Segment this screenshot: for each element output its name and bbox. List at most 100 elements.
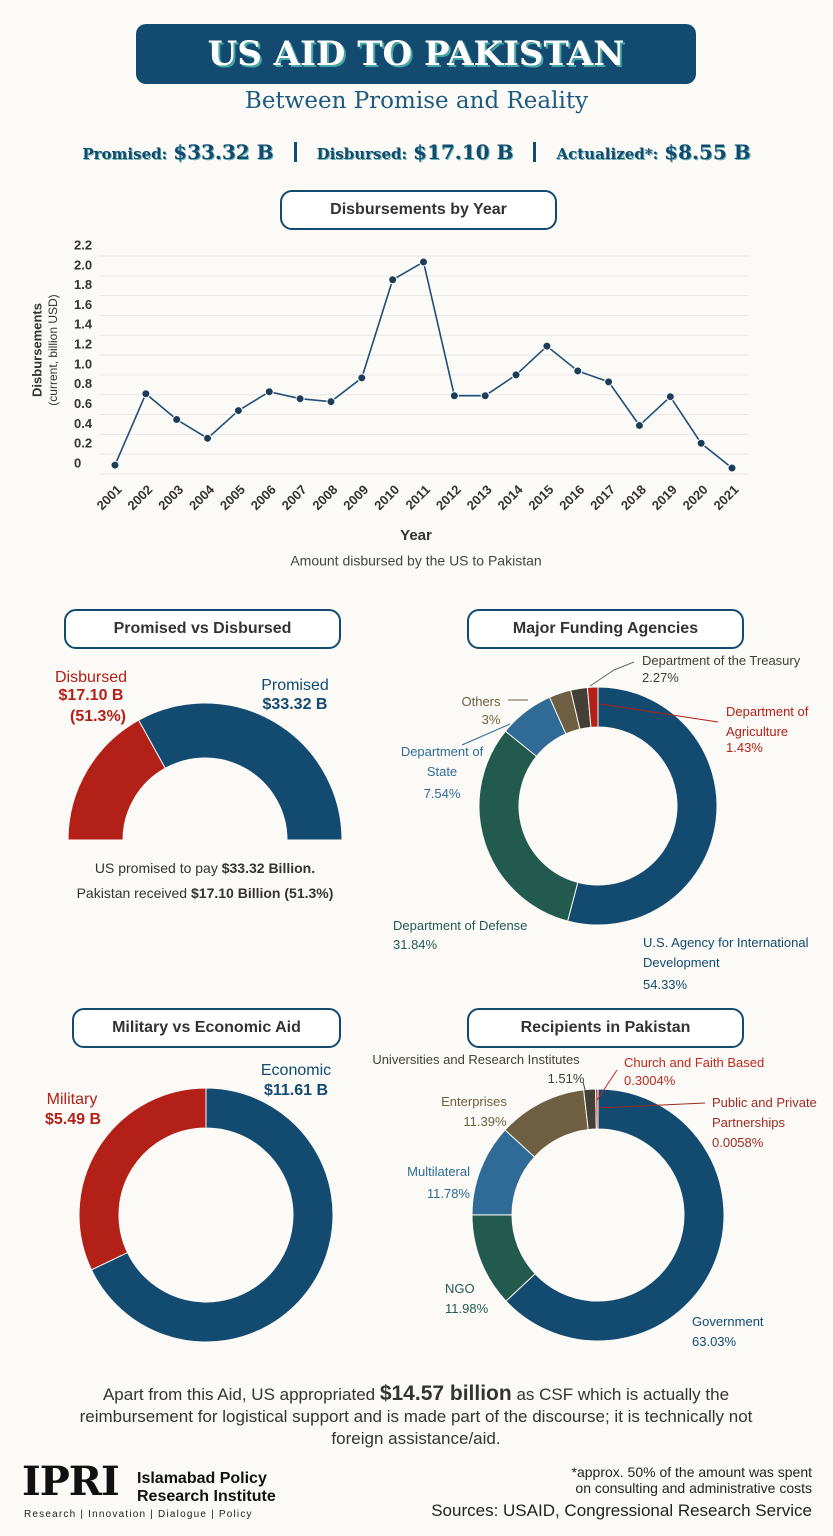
x-tick-label: 2015 [525, 482, 556, 513]
stat-value: $17.10 B [413, 140, 514, 164]
separator [293, 142, 297, 162]
x-tick-label: 2007 [279, 482, 310, 513]
leader-line [589, 661, 635, 687]
y-tick-label: 0.8 [74, 376, 92, 391]
x-tick-label: 2012 [433, 482, 464, 513]
caption-bold: $17.10 Billion (51.3%) [191, 885, 334, 901]
data-label: Others [461, 694, 501, 709]
section-title: Disbursements by Year [280, 190, 557, 230]
point [665, 392, 675, 402]
point [172, 415, 182, 424]
leader-line [596, 1069, 618, 1101]
subtitle: Between Promise and Reality [244, 88, 589, 114]
data-label: Department of the Treasury [642, 653, 801, 668]
slice [505, 1088, 725, 1342]
chart-caption: Amount disbursed by the US to Pakistan [290, 553, 541, 569]
data-label: NGO [445, 1281, 475, 1296]
data-label: Promised [261, 677, 329, 694]
data-label: Military [46, 1091, 98, 1108]
point [388, 275, 398, 285]
leader-line [599, 703, 719, 723]
note-text: as CSF which is actually the reimburseme… [79, 1385, 753, 1448]
data-label: 3% [481, 712, 501, 727]
x-tick-label: 2011 [403, 482, 434, 513]
caption-text: US promised to pay [94, 860, 222, 876]
slice [478, 730, 579, 922]
slice [138, 702, 343, 841]
data-label: $17.10 B [58, 687, 124, 704]
point [696, 438, 706, 448]
point [727, 463, 737, 473]
data-label: U.S. Agency for International Developmen… [643, 935, 809, 970]
data-label: Economic [260, 1062, 332, 1079]
separator [533, 142, 537, 162]
leader-line [461, 723, 511, 746]
x-tick-label: 2019 [649, 482, 680, 513]
y-tick-label: 0.2 [74, 436, 92, 451]
data-label: Disbursed [54, 669, 128, 686]
data-label: Department of Agriculture [726, 704, 809, 739]
y-tick-label: 1.8 [74, 277, 92, 292]
point [141, 389, 151, 399]
data-label: Multilateral [407, 1164, 470, 1179]
y-tick-label: 1.4 [74, 317, 93, 332]
data-label: Department of State [400, 744, 484, 779]
data-label: $33.32 B [262, 696, 328, 713]
leader-line [582, 1081, 588, 1098]
point [233, 406, 243, 416]
stat-label: Actualized*: [556, 145, 659, 163]
slice [567, 686, 718, 926]
data-label: 1.51% [547, 1071, 585, 1086]
x-tick-label: 2005 [217, 482, 248, 513]
data-label: $11.61 B [263, 1082, 329, 1099]
data-label: 1.43% [726, 740, 763, 755]
x-tick-label: 2013 [464, 482, 495, 513]
tagline: Research | Innovation | Dialogue | Polic… [24, 1509, 253, 1520]
data-label: 31.84% [393, 937, 438, 952]
y-tick-label: 2.0 [74, 257, 92, 272]
logo: IPRI [22, 1458, 120, 1505]
y-tick-label: 2.2 [74, 237, 92, 252]
data-label: 0.0058% [712, 1135, 764, 1150]
point [634, 420, 644, 430]
stat-value: $33.32 B [173, 140, 274, 164]
section-title: Recipients in Pakistan [467, 1008, 744, 1048]
data-label: (51.3%) [69, 708, 127, 725]
data-label: 63.03% [692, 1334, 737, 1349]
x-tick-label: 2010 [371, 482, 402, 513]
x-tick-label: 2017 [587, 482, 618, 513]
data-label: $5.49 B [44, 1111, 102, 1128]
x-tick-label: 2008 [309, 482, 340, 513]
point [511, 370, 521, 380]
data-label: Department of Defense [393, 918, 528, 933]
x-axis-label: Year [400, 527, 432, 544]
data-label: 54.33% [643, 977, 688, 992]
point [449, 391, 459, 401]
y-tick-label: 1.0 [74, 356, 92, 371]
x-tick-label: 2020 [680, 482, 711, 513]
x-tick-label: 2002 [124, 482, 155, 513]
y-tick-label: 1.6 [74, 297, 92, 312]
data-label: Church and Faith Based [624, 1055, 765, 1070]
data-label: 11.98% [445, 1301, 489, 1316]
point [203, 433, 213, 443]
note-bold: $14.57 billion [379, 1382, 512, 1405]
data-label: 0.3004% [624, 1073, 676, 1088]
stat-value: $8.55 B [664, 140, 751, 164]
y-tick-label: 0 [74, 455, 81, 470]
point [419, 257, 428, 267]
x-tick-label: 2018 [618, 482, 649, 513]
leader-line [598, 1102, 706, 1109]
caption-bold: $33.32 Billion. [221, 860, 316, 876]
data-label: Government [692, 1314, 764, 1329]
x-tick-label: 2021 [710, 482, 741, 513]
caption-line: US promised to pay $33.32 Billion. [40, 858, 370, 878]
x-tick-label: 2009 [340, 482, 371, 513]
point [480, 391, 490, 401]
data-label: 11.39% [463, 1114, 507, 1129]
point [295, 394, 305, 404]
sources: Sources: USAID, Congressional Research S… [431, 1501, 812, 1520]
caption-text: Pakistan received [76, 885, 191, 901]
section-title: Promised vs Disbursed [64, 609, 341, 649]
